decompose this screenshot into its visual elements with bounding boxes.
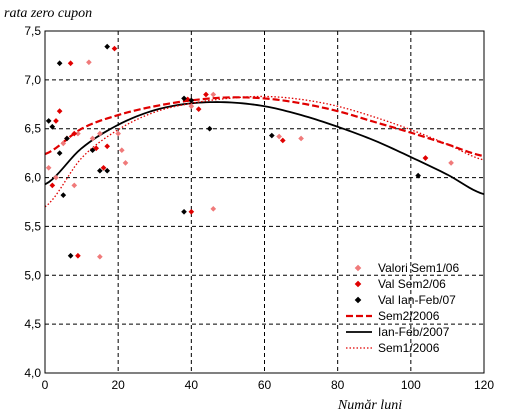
x-tick-label: 40 bbox=[185, 378, 199, 392]
data-point bbox=[111, 45, 118, 52]
data-point bbox=[89, 147, 96, 154]
data-point bbox=[49, 182, 56, 189]
data-point bbox=[56, 60, 63, 67]
plot-frame bbox=[44, 30, 485, 374]
legend-label: Ian-Feb/2007 bbox=[378, 325, 450, 339]
data-point bbox=[53, 118, 59, 124]
data-point bbox=[67, 252, 74, 259]
data-point bbox=[75, 130, 81, 137]
legend-marker bbox=[354, 264, 362, 272]
legend-label: Val Sem2/06 bbox=[378, 277, 446, 291]
data-point bbox=[195, 106, 202, 112]
legend-label: Valori Sem1/06 bbox=[378, 261, 459, 275]
y-tick-label: 7,5 bbox=[24, 24, 41, 38]
data-point bbox=[119, 147, 125, 154]
y-tick-label: 6,0 bbox=[24, 171, 41, 185]
data-point bbox=[97, 167, 103, 174]
data-point bbox=[45, 164, 52, 171]
data-point bbox=[97, 130, 103, 137]
data-point bbox=[104, 143, 111, 150]
series-line-sem2-2006 bbox=[44, 96, 485, 158]
data-point bbox=[415, 172, 421, 179]
x-tick-label: 60 bbox=[258, 378, 272, 392]
data-point bbox=[122, 160, 129, 166]
legend-label: Sem2/2006 bbox=[378, 309, 440, 323]
y-tick-label: 7,0 bbox=[24, 73, 41, 87]
data-point bbox=[104, 167, 111, 174]
x-tick-label: 120 bbox=[474, 378, 494, 392]
data-point bbox=[210, 206, 217, 212]
data-point bbox=[56, 150, 63, 156]
series-line-ian-feb-2007 bbox=[44, 101, 485, 196]
legend-label: Val Ian-Feb/07 bbox=[378, 293, 456, 307]
data-point bbox=[75, 252, 81, 259]
x-tick-label: 80 bbox=[331, 378, 345, 392]
data-point bbox=[67, 60, 74, 67]
data-point bbox=[448, 160, 454, 166]
legend-label: Sem1/2006 bbox=[378, 341, 440, 355]
y-tick-label: 6,5 bbox=[24, 122, 41, 136]
grid-layer bbox=[45, 31, 484, 373]
data-point bbox=[188, 103, 195, 110]
legend: Valori Sem1/06 Val Sem2/06 Val Ian-Feb/07 S… bbox=[346, 261, 459, 355]
data-point bbox=[49, 123, 56, 130]
data-point bbox=[298, 135, 304, 142]
data-point bbox=[279, 137, 286, 144]
data-point bbox=[53, 174, 59, 181]
data-point bbox=[210, 91, 217, 98]
data-point bbox=[181, 95, 187, 102]
y-tick-label: 4,5 bbox=[24, 317, 41, 331]
data-point bbox=[206, 125, 213, 132]
data-point bbox=[104, 43, 111, 50]
data-point bbox=[115, 130, 121, 137]
data-point bbox=[268, 132, 275, 139]
data-point bbox=[188, 208, 195, 215]
data-point bbox=[93, 145, 100, 152]
data-point bbox=[86, 59, 92, 66]
legend-marker bbox=[354, 296, 362, 304]
y-tick-label: 5,5 bbox=[24, 219, 41, 233]
x-tick-label: 20 bbox=[111, 378, 125, 392]
data-point bbox=[71, 182, 78, 189]
data-point bbox=[89, 135, 96, 142]
x-axis-label: Număr luni bbox=[337, 398, 402, 413]
data-point bbox=[60, 140, 67, 147]
legend-marker bbox=[354, 280, 362, 288]
y-tick-label: 5,0 bbox=[24, 268, 41, 282]
data-point bbox=[203, 91, 209, 98]
tick-layer: 0 20 40 60 80 100 120 4,0 4,5 5,0 5,5 6,0 6,5 7,0 7,5 bbox=[24, 24, 494, 392]
data-point bbox=[45, 118, 52, 124]
x-tick-label: 0 bbox=[42, 378, 49, 392]
data-point bbox=[422, 155, 429, 161]
data-point bbox=[71, 130, 78, 137]
data-point bbox=[276, 133, 282, 140]
series-line-sem1-2006 bbox=[44, 95, 485, 208]
data-point bbox=[60, 192, 67, 198]
data-point bbox=[181, 208, 187, 215]
y-tick-label: 4,0 bbox=[24, 366, 41, 380]
data-point bbox=[188, 97, 195, 104]
y-axis-label: rata zero cupon bbox=[4, 6, 92, 21]
series-layer bbox=[44, 43, 485, 260]
data-point bbox=[97, 253, 103, 260]
data-point bbox=[100, 164, 107, 171]
data-point bbox=[64, 135, 70, 142]
x-tick-label: 100 bbox=[401, 378, 421, 392]
data-point bbox=[56, 108, 63, 114]
